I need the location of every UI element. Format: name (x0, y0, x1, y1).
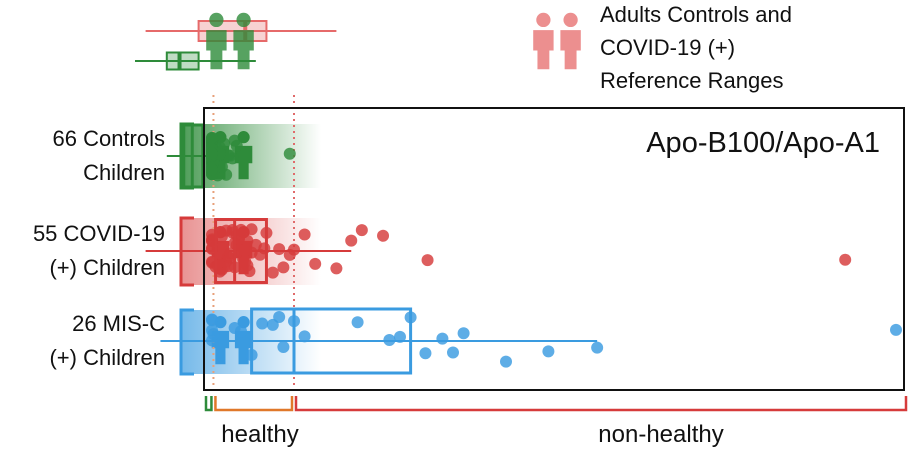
data-point (206, 147, 218, 160)
legend-line-3: Reference Ranges (600, 68, 783, 93)
data-point (355, 224, 368, 237)
adults-covid-people-icon (533, 12, 581, 70)
data-point (309, 257, 322, 270)
group-label-line: 55 COVID-19 (33, 221, 165, 246)
data-point (206, 131, 218, 144)
data-point (419, 347, 432, 360)
person-right-body (233, 30, 254, 70)
data-point (241, 259, 254, 272)
range-brackets: healthy non-healthy (204, 396, 908, 448)
data-point (591, 341, 604, 354)
data-point (890, 323, 902, 336)
data-point (230, 139, 243, 152)
legend-line-2: COVID-19 (+) (600, 35, 735, 60)
data-point (211, 259, 224, 272)
data-point (500, 355, 512, 368)
person-right-head (237, 316, 250, 329)
plot-frame (203, 107, 905, 391)
data-point (273, 311, 286, 324)
data-point (222, 260, 235, 273)
range-bracket (204, 396, 213, 412)
data-point (377, 229, 390, 242)
header-icons (206, 12, 581, 70)
group-label-line: 26 MIS-C (72, 311, 165, 336)
group-label-line: Children (83, 160, 165, 185)
data-point (839, 253, 852, 266)
data-point (206, 314, 218, 327)
data-point (235, 325, 247, 338)
data-point (298, 228, 311, 241)
data-point (256, 317, 269, 330)
data-point (298, 330, 311, 343)
series-box (214, 218, 268, 284)
data-point (351, 316, 364, 329)
data-point (266, 266, 279, 279)
person-right-body (560, 30, 581, 70)
data-point (273, 243, 286, 256)
range-bracket (214, 396, 294, 412)
data-point (206, 163, 218, 176)
person-left-body (206, 30, 227, 70)
series-group (145, 218, 852, 284)
data-point (288, 243, 300, 256)
person-right-body (234, 145, 253, 180)
data-point (258, 242, 271, 255)
series-group (160, 307, 902, 375)
data-point (457, 327, 470, 340)
data-point (383, 333, 396, 346)
range-label: healthy (221, 421, 298, 448)
group-label-line: 66 Controls (52, 126, 165, 151)
reference-legend: Adults Controls and COVID-19 (+) Referen… (135, 2, 792, 93)
ref-box (165, 51, 200, 71)
series-box (250, 307, 413, 375)
data-point (421, 254, 434, 267)
data-point (447, 346, 459, 359)
data-point (542, 345, 555, 358)
legend-line-1: Adults Controls and (600, 2, 792, 27)
range-label: non-healthy (598, 421, 723, 448)
person-left-body (533, 30, 554, 70)
data-point (283, 147, 296, 160)
group-label-line: (+) Children (49, 345, 165, 370)
data-point (345, 234, 358, 247)
data-point (239, 244, 252, 257)
data-point (394, 330, 406, 343)
range-bracket (294, 396, 908, 412)
data-point (245, 223, 258, 236)
adults-controls-people-icon (206, 12, 254, 70)
data-point (436, 332, 449, 345)
data-point (277, 340, 290, 353)
person-right-head (563, 12, 578, 28)
data-point (207, 328, 220, 341)
data-point (230, 229, 243, 242)
chart-title: Apo-B100/Apo-A1 (646, 127, 880, 159)
person-left-head (209, 12, 224, 28)
data-point (330, 262, 343, 275)
group-label-line: (+) Children (49, 255, 165, 280)
person-left-head (536, 12, 551, 28)
person-right-head (236, 12, 251, 28)
data-point (277, 261, 290, 274)
